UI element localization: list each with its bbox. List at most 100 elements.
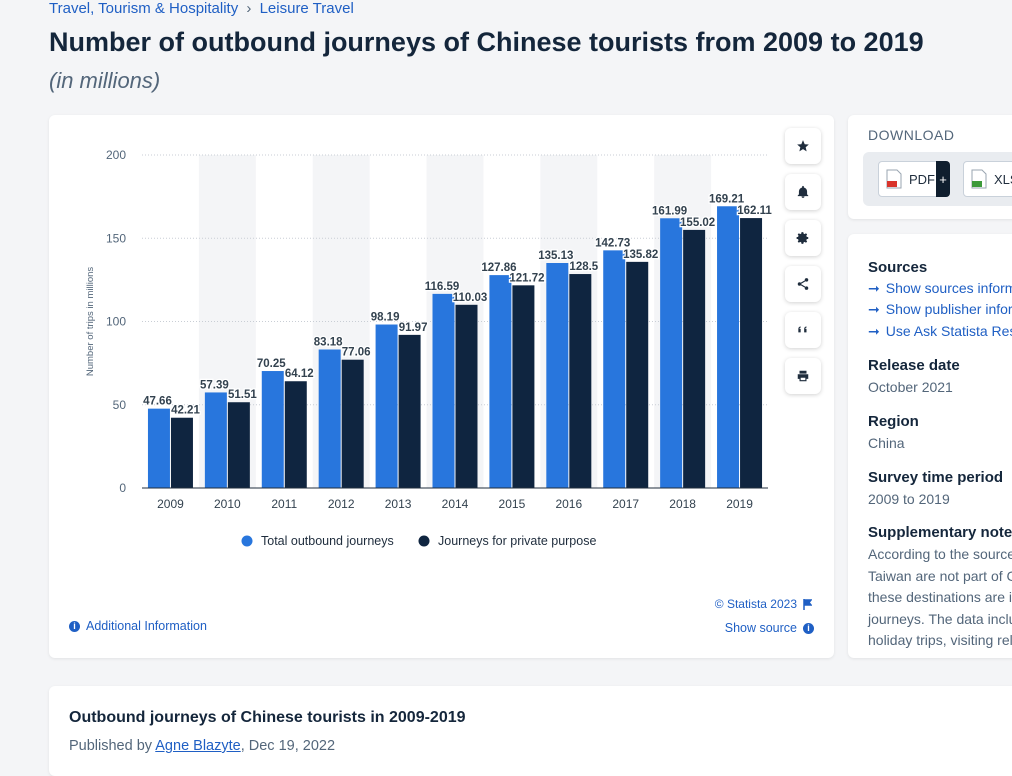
bar-private — [455, 304, 478, 488]
data-label: 135.13 — [538, 250, 573, 262]
x-tick-label: 2010 — [214, 497, 241, 511]
download-options: PDF + XLS — [863, 152, 1012, 206]
flag-icon — [803, 598, 812, 610]
legend-label: Journeys for private purpose — [438, 534, 596, 548]
bar-total — [318, 349, 341, 488]
show-sources-label: Show sources information — [885, 280, 1012, 296]
bell-icon — [797, 185, 809, 198]
notification-button[interactable] — [785, 174, 821, 210]
release-date-heading: Release date — [868, 357, 960, 374]
page-subtitle: (in millions) — [49, 68, 161, 93]
download-pdf-button[interactable]: PDF + — [878, 161, 950, 197]
published-by: Published by Agne Blazyte, Dec 19, 2022 — [69, 738, 335, 754]
bar-total — [261, 371, 284, 488]
breadcrumb-link-leisure[interactable]: Leisure Travel — [259, 0, 354, 17]
breadcrumb-link-travel[interactable]: Travel, Tourism & Hospitality — [49, 0, 239, 17]
data-label: 77.06 — [342, 347, 371, 359]
show-publisher-link[interactable]: ➞ Show publisher information — [868, 301, 1012, 318]
y-tick-label: 200 — [106, 148, 126, 162]
xls-file-icon — [971, 169, 987, 189]
arrow-right-icon: ➞ — [868, 323, 880, 339]
page-title: Number of outbound journeys of Chinese t… — [49, 27, 924, 57]
bar-total — [204, 392, 227, 488]
x-tick-label: 2015 — [499, 497, 526, 511]
favorite-button[interactable] — [785, 128, 821, 164]
print-icon — [797, 370, 809, 382]
bar-total — [375, 324, 398, 488]
cite-button[interactable] — [785, 312, 821, 348]
plus-icon[interactable]: + — [936, 161, 950, 197]
supp-line: journeys. The data includes business tri… — [868, 610, 1012, 627]
published-prefix: Published by — [69, 738, 153, 754]
bar-private — [341, 359, 364, 488]
data-label: 128.5 — [569, 261, 598, 273]
bar-private — [683, 229, 706, 488]
bar-total — [660, 218, 683, 488]
download-label: DOWNLOAD — [868, 127, 955, 143]
data-label: 110.03 — [453, 292, 488, 304]
xls-label: XLS — [994, 171, 1012, 187]
published-date: , Dec 19, 2022 — [240, 738, 336, 754]
survey-period-value: 2009 to 2019 — [868, 491, 950, 507]
show-sources-link[interactable]: ➞ Show sources information — [868, 280, 1012, 297]
y-tick-label: 150 — [106, 231, 126, 245]
gear-icon — [796, 232, 809, 244]
data-label: 169.21 — [709, 193, 745, 205]
data-label: 91.97 — [399, 322, 428, 334]
show-source-link[interactable]: Show source i — [725, 621, 814, 635]
data-label: 64.12 — [285, 368, 314, 380]
x-tick-label: 2012 — [328, 497, 355, 511]
data-label: 51.51 — [228, 389, 257, 401]
bar-total — [546, 263, 569, 488]
data-label: 42.21 — [171, 405, 200, 417]
bar-chart: 0 50 100 150 200 Number of trips in millions 4… — [85, 148, 774, 548]
data-label: 142.73 — [595, 237, 630, 249]
legend-marker — [241, 535, 253, 547]
data-label: 127.86 — [481, 262, 516, 274]
x-tick-label: 2009 — [157, 497, 184, 511]
supp-line: holiday trips, visiting relatives and fr… — [868, 632, 1012, 648]
y-tick-label: 100 — [106, 315, 126, 329]
bar-private — [170, 417, 193, 488]
region-value: China — [868, 435, 905, 451]
author-link[interactable]: Agne Blazyte — [155, 738, 241, 754]
bar-total — [603, 250, 626, 488]
bar-total — [717, 206, 740, 488]
quote-icon — [798, 326, 807, 333]
share-button[interactable] — [785, 266, 821, 302]
statistic-details-card: Sources ➞ Show sources information ➞ Show … — [848, 234, 1012, 658]
y-axis-label: Number of trips in millions — [85, 267, 96, 377]
pdf-file-icon — [886, 169, 902, 189]
download-card: DOWNLOAD PDF + XLS — [848, 115, 1012, 219]
ask-statista-link[interactable]: ➞ Use Ask Statista Research Service — [868, 323, 1012, 340]
release-date-value: October 2021 — [868, 379, 953, 395]
copyright-text: © Statista 2023 — [714, 597, 797, 611]
bar-total — [147, 408, 170, 488]
bar-total — [432, 293, 455, 488]
info-icon: i — [69, 620, 80, 632]
arrow-right-icon: ➞ — [868, 301, 880, 317]
survey-period-heading: Survey time period — [868, 469, 1004, 486]
x-tick-label: 2016 — [555, 497, 582, 511]
y-tick-label: 0 — [119, 481, 126, 495]
supp-line: these destinations are included in outbo… — [868, 589, 1012, 605]
bar-private — [284, 381, 307, 488]
x-tick-label: 2014 — [442, 497, 469, 511]
legend-marker — [418, 535, 430, 547]
bar-private — [740, 218, 763, 488]
x-tick-label: 2013 — [385, 497, 412, 511]
bar-private — [227, 402, 250, 488]
y-tick-label: 50 — [113, 398, 127, 412]
show-source-label: Show source — [724, 621, 797, 635]
supplementary-notes-heading: Supplementary notes — [868, 524, 1012, 541]
settings-button[interactable] — [785, 220, 821, 256]
data-label: 70.25 — [257, 358, 286, 370]
download-xls-button[interactable]: XLS — [963, 161, 1012, 197]
info-icon: i — [803, 622, 814, 634]
data-label: 161.99 — [652, 205, 687, 217]
data-label: 155.02 — [680, 217, 715, 229]
print-button[interactable] — [785, 358, 821, 394]
pdf-label: PDF — [909, 171, 935, 187]
data-label: 162.11 — [737, 205, 772, 217]
additional-information-link[interactable]: i Additional Information — [69, 619, 207, 633]
